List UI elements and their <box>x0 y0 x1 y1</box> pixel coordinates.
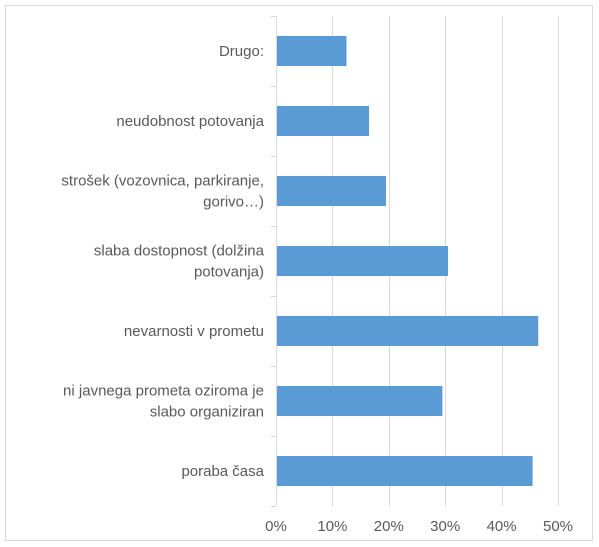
bar <box>277 456 533 486</box>
category-label: slaba dostopnost (dolžina potovanja) <box>94 243 265 281</box>
x-tick-labels: 0% 10% 20% 30% 40% 50% <box>265 518 573 535</box>
chart-frame: Drugo: neudobnost potovanja strošek (vozov… <box>5 5 593 541</box>
x-tick-label: 50% <box>543 518 573 535</box>
category-label: strošek (vozovnica, parkiranje, gorivo…) <box>61 173 264 211</box>
bar-chart: Drugo: neudobnost potovanja strošek (vozov… <box>61 16 573 535</box>
bars <box>277 36 539 486</box>
x-tick-label: 40% <box>487 518 517 535</box>
x-tick-label: 10% <box>317 518 347 535</box>
category-label: poraba časa <box>181 463 264 480</box>
category-label: neudobnost potovanja <box>116 113 264 130</box>
bar <box>277 246 449 276</box>
category-label: Drugo: <box>219 43 264 60</box>
x-tick-label: 0% <box>265 518 287 535</box>
x-tick-label: 30% <box>430 518 460 535</box>
category-labels: Drugo: neudobnost potovanja strošek (vozov… <box>61 43 264 480</box>
bar <box>277 106 370 136</box>
bar <box>277 386 443 416</box>
bar <box>277 36 347 66</box>
bar <box>277 176 386 206</box>
category-label: nevarnosti v prometu <box>124 323 264 340</box>
category-label: ni javnega prometa oziroma je slabo organ… <box>63 383 264 421</box>
x-tick-label: 20% <box>374 518 404 535</box>
bar <box>277 316 539 346</box>
